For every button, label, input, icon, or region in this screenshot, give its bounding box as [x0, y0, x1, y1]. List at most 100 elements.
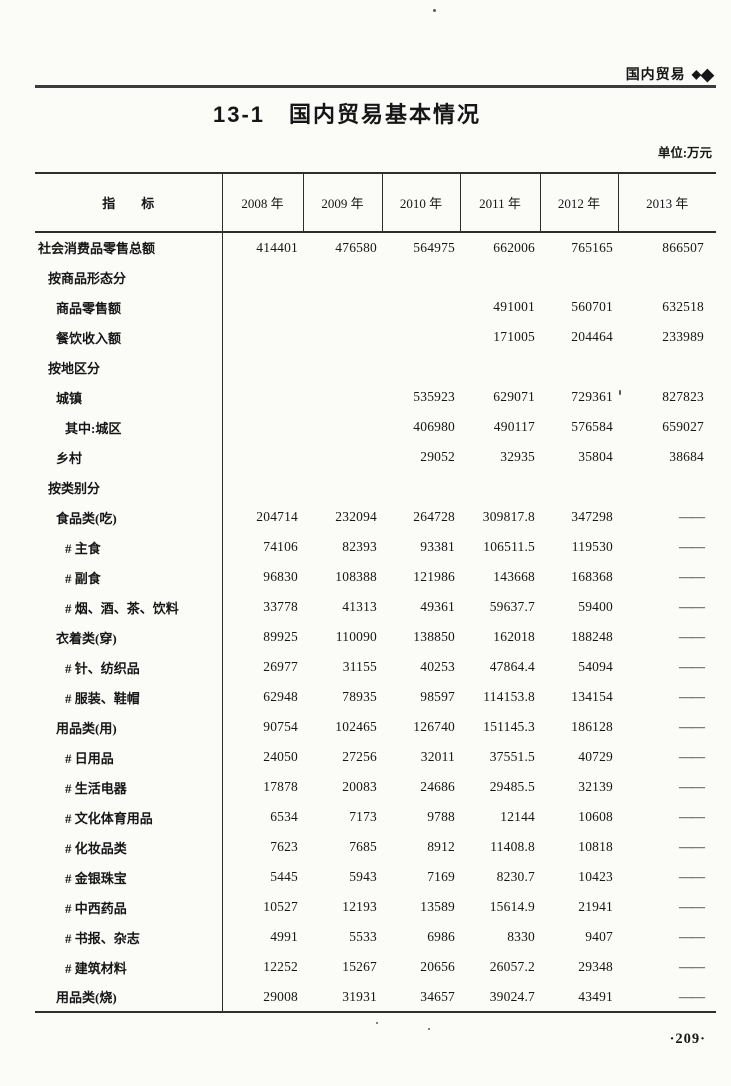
cell-value: 78935 [342, 689, 377, 704]
year-column-header: 2010 年 [381, 173, 460, 233]
cell-value: 10527 [263, 899, 298, 914]
cell-value: 406980 [413, 419, 455, 434]
cell-value: —— [679, 689, 705, 704]
row-label: # 主食 [35, 532, 223, 562]
row-label: 按商品形态分 [35, 262, 223, 292]
cell-value: 119530 [571, 539, 613, 554]
cell-value: —— [679, 959, 705, 974]
cell-value: 659027 [662, 419, 704, 434]
scan-speck [376, 1022, 378, 1024]
cell-value: 632518 [662, 299, 704, 314]
row-label: # 文化体育用品 [35, 802, 223, 832]
cell-value: 29348 [578, 959, 613, 974]
cell-value: 6986 [427, 929, 455, 944]
indicator-column-header: 指 标 [35, 173, 222, 233]
cell-value: 13589 [420, 899, 455, 914]
cell-value: 82393 [342, 539, 377, 554]
cell-value: 24686 [420, 779, 455, 794]
table-row: # 主食 74106 82393 93381 106511.5 119530 —— [35, 532, 716, 562]
cell-value: 74106 [263, 539, 298, 554]
cell-value: 38684 [669, 449, 704, 464]
cell-value: 26977 [263, 659, 298, 674]
cell-value: 264728 [413, 509, 455, 524]
table-row: # 化妆品类 7623 7685 8912 11408.8 10818 —— [35, 832, 716, 862]
cell-value: 232094 [335, 509, 377, 524]
cell-value [303, 262, 382, 292]
year-column-header: 2008 年 [221, 173, 303, 233]
year-column-header: 2011 年 [459, 173, 540, 233]
table-row: 按商品形态分 [35, 262, 716, 292]
cell-value: 309817.8 [482, 509, 535, 524]
table-row: # 针、纺织品 26977 31155 40253 47864.4 54094 —— [35, 652, 716, 682]
cell-value: 29008 [263, 988, 298, 1004]
cell-value: —— [679, 539, 705, 554]
cell-value: 171005 [493, 329, 535, 344]
table-row: 用品类(用) 90754 102465 126740 151145.3 186128 —— [35, 712, 716, 742]
cell-value: 33778 [263, 599, 298, 614]
table-row: 按类别分 [35, 472, 716, 502]
cell-value [618, 262, 716, 292]
cell-value [382, 352, 460, 382]
cell-value: 10818 [578, 839, 613, 854]
cell-value: 49361 [420, 599, 455, 614]
table-row: # 生活电器 17878 20083 24686 29485.5 32139 —— [35, 772, 716, 802]
cell-value [460, 472, 540, 502]
cell-value: 162018 [493, 629, 535, 644]
row-label: # 日用品 [35, 742, 223, 772]
table-row: 乡村 29052 32935 35804 38684 [35, 442, 716, 472]
cell-value: 827823 [662, 389, 704, 404]
header-rule [35, 85, 716, 88]
cell-value: 47864.4 [489, 659, 535, 674]
scan-speck [428, 1028, 430, 1030]
cell-value: 59637.7 [489, 599, 535, 614]
section-label: 国内贸易 [625, 66, 686, 82]
row-label: 食品类(吃) [35, 502, 223, 532]
cell-value: —— [679, 749, 705, 764]
table-row: 其中:城区 406980 490117 576584 659027 [35, 412, 716, 442]
cell-value: 37551.5 [489, 749, 535, 764]
cell-value: 7169 [427, 869, 455, 884]
cell-value [382, 322, 460, 352]
table-row: 用品类(烧) 29008 31931 34657 39024.7 43491 —— [35, 982, 716, 1012]
cell-value: 31931 [342, 988, 377, 1004]
cell-value: 40729 [578, 749, 613, 764]
cell-value [382, 262, 460, 292]
diamond-icon: ◆ [700, 64, 714, 84]
cell-value: 134154 [571, 689, 613, 704]
cell-value: 96830 [263, 569, 298, 584]
cell-value: 576584 [571, 419, 613, 434]
cell-value: 62948 [263, 689, 298, 704]
cell-value [222, 262, 303, 292]
row-label: # 中西药品 [35, 892, 223, 922]
cell-value: 12193 [342, 899, 377, 914]
table-header-row: 指 标 2008 年 2009 年 2010 年 2011 年 2012 年 2… [35, 173, 716, 233]
cell-value [222, 322, 303, 352]
cell-value [382, 472, 460, 502]
cell-value: 32139 [578, 779, 613, 794]
cell-value: 93381 [420, 539, 455, 554]
cell-value: 204464 [571, 329, 613, 344]
cell-value: 765165 [571, 239, 613, 255]
cell-value: 8230.7 [496, 869, 535, 884]
cell-value: 188248 [571, 629, 613, 644]
scan-speck [619, 390, 621, 395]
cell-value: 29052 [420, 449, 455, 464]
row-label: 衣着类(穿) [35, 622, 223, 652]
table-row: 衣着类(穿) 89925 110090 138850 162018 188248 —— [35, 622, 716, 652]
row-label: 餐饮收入额 [35, 322, 223, 352]
year-column-header: 2013 年 [617, 173, 716, 233]
diamond-icon: ◆ [691, 67, 701, 81]
cell-value: 233989 [662, 329, 704, 344]
row-label: 社会消费品零售总额 [35, 232, 223, 262]
cell-value: 39024.7 [489, 988, 535, 1004]
row-label: # 针、纺织品 [35, 652, 223, 682]
cell-value [222, 292, 303, 322]
cell-value: 43491 [578, 988, 613, 1004]
cell-value: 29485.5 [489, 779, 535, 794]
cell-value [540, 262, 618, 292]
cell-value: 110090 [335, 629, 377, 644]
cell-value: 20083 [342, 779, 377, 794]
row-label: 商品零售额 [35, 292, 223, 322]
cell-value: 4991 [270, 929, 298, 944]
cell-value: 12144 [500, 809, 535, 824]
